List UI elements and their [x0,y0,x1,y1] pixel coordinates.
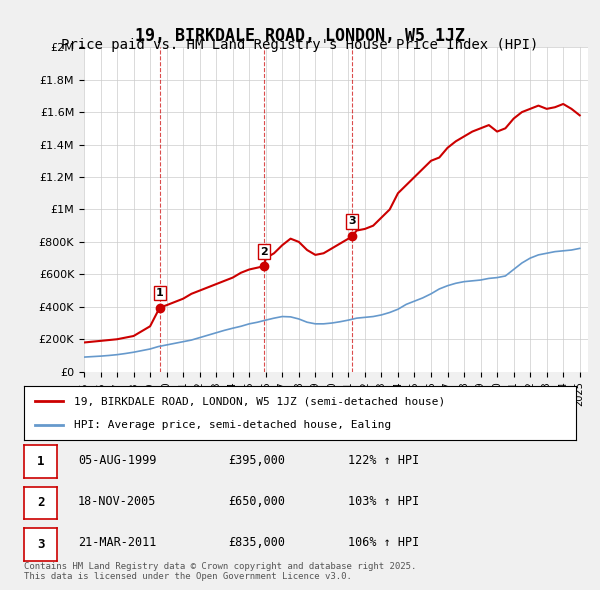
Text: 19, BIRKDALE ROAD, LONDON, W5 1JZ: 19, BIRKDALE ROAD, LONDON, W5 1JZ [135,27,465,45]
Text: 18-NOV-2005: 18-NOV-2005 [78,495,157,508]
Text: 1: 1 [37,455,44,468]
Text: 2: 2 [37,496,44,510]
Text: £650,000: £650,000 [228,495,285,508]
Text: 21-MAR-2011: 21-MAR-2011 [78,536,157,549]
Text: HPI: Average price, semi-detached house, Ealing: HPI: Average price, semi-detached house,… [74,419,391,430]
Text: £395,000: £395,000 [228,454,285,467]
Text: 106% ↑ HPI: 106% ↑ HPI [348,536,419,549]
Text: 2: 2 [260,247,268,257]
Text: 05-AUG-1999: 05-AUG-1999 [78,454,157,467]
Text: Price paid vs. HM Land Registry's House Price Index (HPI): Price paid vs. HM Land Registry's House … [61,38,539,53]
Text: 3: 3 [37,537,44,551]
Text: 122% ↑ HPI: 122% ↑ HPI [348,454,419,467]
Text: 3: 3 [348,217,356,227]
Text: £835,000: £835,000 [228,536,285,549]
Text: 103% ↑ HPI: 103% ↑ HPI [348,495,419,508]
Text: 19, BIRKDALE ROAD, LONDON, W5 1JZ (semi-detached house): 19, BIRKDALE ROAD, LONDON, W5 1JZ (semi-… [74,396,445,407]
Text: 1: 1 [156,288,164,298]
Text: Contains HM Land Registry data © Crown copyright and database right 2025.
This d: Contains HM Land Registry data © Crown c… [24,562,416,581]
